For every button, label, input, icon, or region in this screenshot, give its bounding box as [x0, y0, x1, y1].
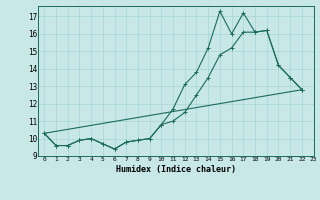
X-axis label: Humidex (Indice chaleur): Humidex (Indice chaleur): [116, 165, 236, 174]
